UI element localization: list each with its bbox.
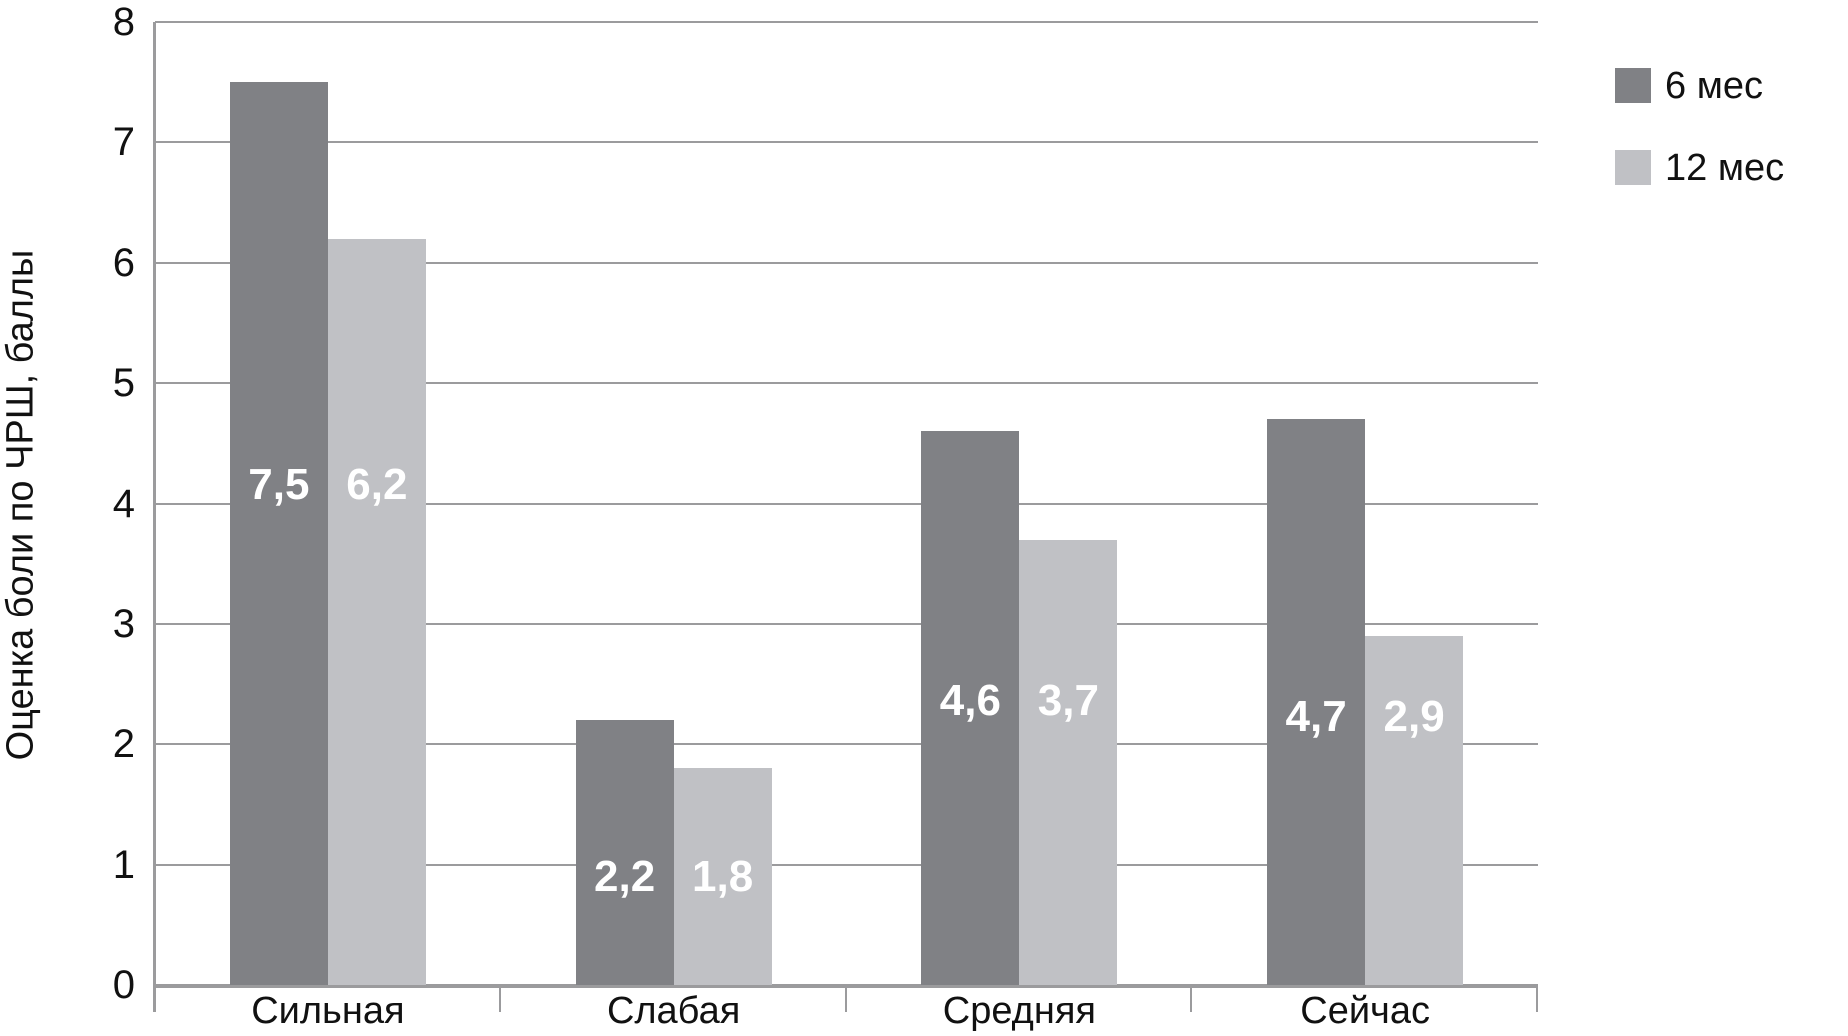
y-tick-label: 7	[112, 120, 135, 165]
legend-swatch-series2	[1615, 150, 1651, 185]
bar-series2: 3,7	[1019, 539, 1118, 985]
legend-label: 6 мес	[1665, 65, 1763, 107]
x-axis-tick	[844, 988, 847, 1012]
bar-value-label: 6,2	[346, 459, 408, 509]
gridline	[155, 863, 1538, 866]
gridline	[155, 502, 1538, 505]
bar-series1: 7,5	[229, 82, 328, 985]
x-axis-tick	[1536, 988, 1538, 1012]
bar-value-label: 4,6	[939, 675, 1001, 725]
bar-value-label: 1,8	[692, 851, 754, 901]
bar-series2: 6,2	[327, 238, 426, 985]
gridline	[155, 141, 1538, 144]
y-tick-label: 4	[112, 481, 135, 526]
y-axis-title: Оценка боли по ЧРШ, баллы	[0, 249, 42, 761]
bar-series1: 4,7	[1267, 419, 1366, 985]
bar-value-label: 2,2	[594, 851, 656, 901]
bar-series1: 4,6	[921, 431, 1020, 985]
x-category-label: Сильная	[251, 990, 405, 1032]
legend-swatch-series1	[1615, 68, 1651, 103]
bar-series2: 2,9	[1365, 635, 1464, 985]
y-tick-label: 1	[112, 842, 135, 887]
y-tick-label: 8	[112, 0, 135, 44]
bar-value-label: 7,5	[248, 460, 310, 509]
legend-item: 12 мес	[1615, 147, 1815, 189]
x-category-label: Сейчас	[1300, 990, 1430, 1032]
legend-label: 12 мес	[1665, 147, 1785, 189]
x-axis-line	[153, 984, 1538, 988]
x-axis-tick	[498, 988, 501, 1012]
x-category-label: Слабая	[606, 990, 741, 1032]
bar-series2: 1,8	[673, 768, 772, 985]
gridline	[155, 622, 1538, 625]
gridline	[155, 743, 1538, 746]
bar-value-label: 2,9	[1383, 691, 1445, 741]
x-axis-tick	[1190, 988, 1193, 1012]
x-category-label: Средняя	[942, 990, 1096, 1032]
y-tick-label: 0	[112, 963, 135, 1007]
gridline	[155, 21, 1538, 23]
y-tick-label: 2	[112, 722, 135, 767]
y-tick-label: 3	[112, 601, 135, 646]
y-tick-label: 6	[112, 240, 135, 285]
bar-value-label: 4,7	[1285, 691, 1347, 741]
bar-value-label: 3,7	[1037, 675, 1099, 725]
gridline	[155, 261, 1538, 264]
legend-item: 6 мес	[1615, 65, 1815, 107]
y-tick-label: 5	[112, 361, 135, 406]
y-axis-line	[153, 22, 156, 1012]
bar-series1: 2,2	[575, 720, 674, 985]
gridline	[155, 382, 1538, 385]
